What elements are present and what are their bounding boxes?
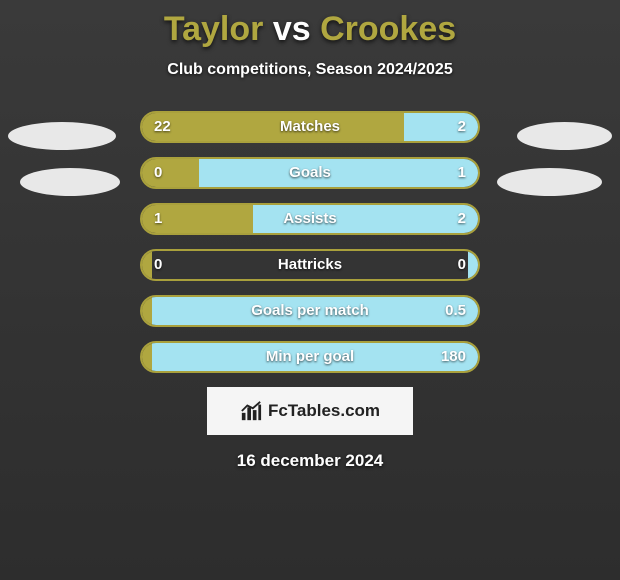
date: 16 december 2024 [0,451,620,471]
stat-label: Goals per match [142,297,478,325]
avatar-placeholder-top-right [517,122,612,150]
stat-row: 0.5Goals per match [140,295,480,327]
avatar-placeholder-bottom-right [497,168,602,196]
stat-row: 180Min per goal [140,341,480,373]
stat-label: Min per goal [142,343,478,371]
stat-row: 222Matches [140,111,480,143]
avatar-placeholder-bottom-left [20,168,120,196]
stat-row: 12Assists [140,203,480,235]
player1-name: Taylor [164,10,264,48]
stat-row: 00Hattricks [140,249,480,281]
stat-label: Matches [142,113,478,141]
brand-box: FcTables.com [207,387,413,435]
avatar-placeholder-top-left [8,122,116,150]
vs-text: vs [273,10,311,48]
stat-rows: 222Matches 01Goals 12Assists 00Hattricks 0.5… [0,111,620,373]
stat-row: 01Goals [140,157,480,189]
chart-icon [240,400,262,422]
subtitle: Club competitions, Season 2024/2025 [0,61,620,79]
brand-text: FcTables.com [268,401,380,421]
stat-label: Assists [142,205,478,233]
main-title: Taylor vs Crookes [0,10,620,49]
player2-name: Crookes [320,10,456,48]
stat-label: Hattricks [142,251,478,279]
comparison-infographic: Taylor vs Crookes Club competitions, Sea… [0,0,620,580]
stat-label: Goals [142,159,478,187]
